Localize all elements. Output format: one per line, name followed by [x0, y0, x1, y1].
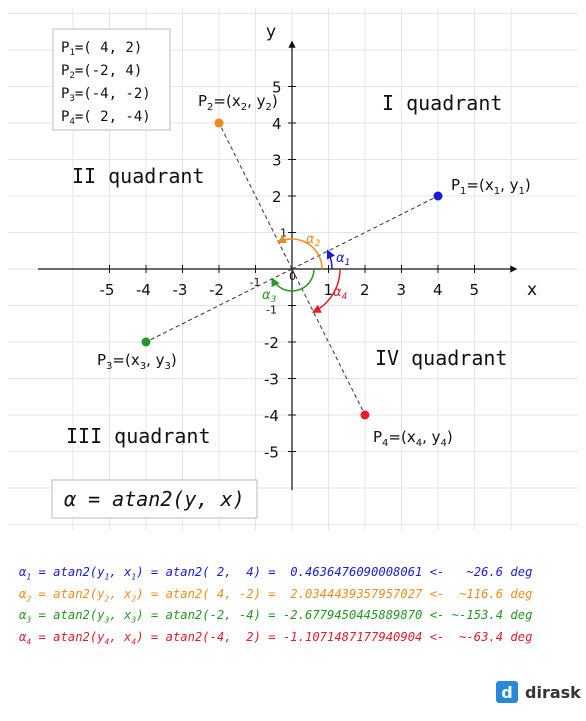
equation-line-2: α2 = atan2(y2, x2) = atan2( 4, -2) = 2.0…: [19, 586, 533, 603]
x-axis-label: x: [527, 280, 537, 300]
quadrant-4-label: IV quadrant: [375, 346, 507, 370]
y-tick-label: 5: [272, 79, 282, 97]
atan2-diagram: x y 0 -5 -4 -3 -2 -1 1 2 3 4 5 -5 -4 -3 -2 -1 1 2 3 4 5 α1 α2 α3 α…: [8, 8, 578, 530]
equation-line-1: α1 = atan2(y1, x1) = atan2( 2, 4) = 0.46…: [19, 565, 533, 582]
equations: α1 = atan2(y1, x1) = atan2( 2, 4) = 0.46…: [19, 562, 532, 648]
quadrant-2-label: II quadrant: [72, 164, 204, 188]
ray-2: [218, 122, 293, 270]
equation-line-4: α4 = atan2(y4, x4) = atan2(-4, 2) = -1.1…: [19, 629, 533, 646]
point-label-4: P4=(x4, y4): [373, 428, 453, 449]
equation-line-3: α3 = atan2(y3, x3) = atan2(-2, -4) = -2.…: [19, 608, 533, 625]
x-tick-label: 3: [397, 281, 407, 299]
arc-alpha-3: [271, 268, 315, 292]
y-tick-label: -2: [264, 334, 279, 352]
x-tick-label: -5: [100, 281, 115, 299]
y-axis-label: y: [266, 22, 276, 42]
alpha-label-4: α4: [333, 285, 348, 302]
dirask-logo-icon: d: [496, 681, 518, 703]
formula-box: [51, 479, 258, 519]
formula-text: α = atan2(y, x): [64, 487, 245, 511]
x-tick-label: -3: [173, 281, 188, 299]
dirask-brand[interactable]: d dirask: [496, 681, 581, 703]
quadrant-3-label: III quadrant: [66, 424, 211, 448]
alpha-label-3: α3: [262, 288, 277, 305]
x-tick-label: -2: [209, 281, 224, 299]
legend-item-3: P3=(-4, -2): [61, 86, 151, 104]
y-tick-label: -3: [264, 371, 279, 389]
point-3: [141, 337, 151, 347]
x-tick-label: 1: [324, 281, 334, 299]
legend-item-2: P2=(-2, 4): [61, 63, 142, 81]
y-tick-label: -4: [264, 407, 279, 425]
alpha-label-1: α1: [336, 251, 350, 268]
x-tick-label: 2: [360, 281, 370, 299]
y-tick-label: -5: [264, 444, 279, 462]
y-tick-label: 2: [272, 188, 282, 206]
y-tick-label: 3: [272, 152, 282, 170]
point-label-2: P2=(x2, y2): [198, 92, 278, 113]
point-1: [433, 191, 443, 201]
legend-box: [52, 28, 171, 131]
x-tick-label: 4: [433, 281, 443, 299]
point-label-3: P3=(x3, y3): [97, 351, 177, 372]
alpha-label-2: α2: [306, 232, 321, 249]
y-tick-label: 4: [272, 115, 282, 133]
x-tick-label: -4: [136, 281, 151, 299]
point-label-1: P1=(x1, y1): [451, 176, 531, 197]
x-tick-label: -1: [250, 276, 261, 289]
brand-name: dirask: [525, 682, 581, 702]
ray-3: [145, 268, 293, 343]
ray-1: [291, 195, 439, 270]
x-tick-label: 5: [470, 281, 480, 299]
legend-item-4: P4=( 2, -4): [61, 109, 151, 127]
point-2: [214, 118, 224, 128]
arc-alpha-1: [326, 249, 336, 270]
origin-label: 0: [289, 270, 296, 283]
y-tick-label: 1: [280, 227, 287, 240]
quadrant-1-label: I quadrant: [382, 91, 502, 115]
legend-item-1: P1=( 4, 2): [61, 40, 142, 58]
ray-4: [291, 268, 366, 416]
point-4: [360, 410, 370, 420]
y-tick-label: -1: [266, 304, 277, 317]
arc-alpha-4: [311, 268, 341, 313]
arc-alpha-2: [276, 234, 323, 270]
